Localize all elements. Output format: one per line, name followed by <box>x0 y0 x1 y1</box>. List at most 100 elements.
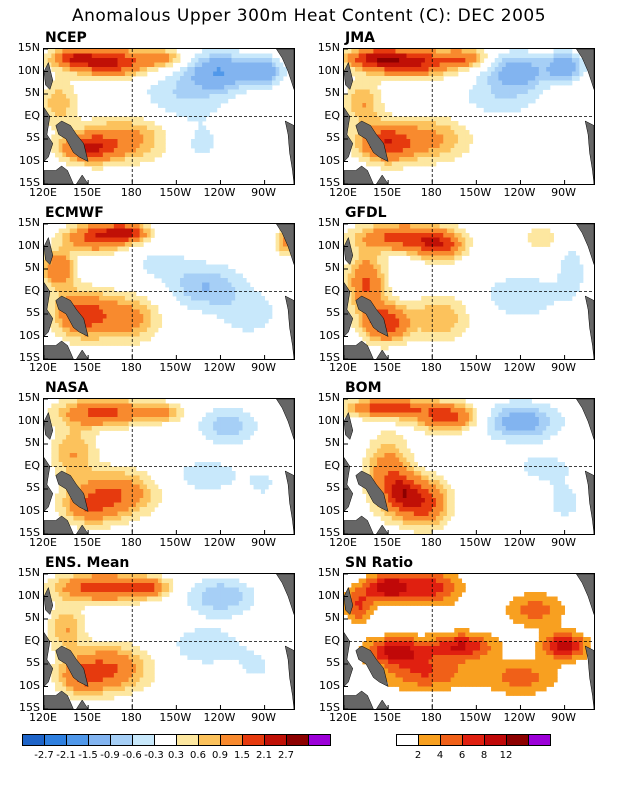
heatmap-cell <box>347 273 352 279</box>
heatmap-cell <box>369 80 374 86</box>
heatmap-cell <box>161 417 166 422</box>
heatmap-cell <box>150 507 155 512</box>
heatmap-cell <box>424 417 429 422</box>
heatmap-cell <box>421 148 426 153</box>
heatmap-cell <box>546 53 551 59</box>
heatmap-cell <box>62 103 67 108</box>
heatmap-cell <box>169 80 174 86</box>
heatmap-cell <box>369 255 374 261</box>
heatmap-cell <box>99 116 104 122</box>
heatmap-cell <box>91 318 96 324</box>
heatmap-cell <box>213 76 218 81</box>
heatmap-cell <box>113 228 118 234</box>
heatmap-cell <box>62 116 67 122</box>
heatmap-cell <box>161 269 166 274</box>
heatmap-cell <box>102 130 107 135</box>
heatmap-cell <box>413 399 418 404</box>
heatmap-cell <box>95 134 100 140</box>
heatmap-cell <box>476 94 481 99</box>
heatmap-cell <box>344 98 349 104</box>
heatmap-cell <box>509 80 514 86</box>
heatmap-cell <box>443 314 448 319</box>
heatmap-cell <box>58 71 63 77</box>
heatmap-cell <box>99 327 104 333</box>
heatmap-cell <box>66 98 71 104</box>
heatmap-cell <box>450 130 455 135</box>
heatmap-cell <box>113 161 118 167</box>
heatmap-cell <box>102 67 107 72</box>
heatmap-cell <box>51 300 56 306</box>
heatmap-cell <box>113 237 118 243</box>
heatmap-cell <box>402 412 407 418</box>
heatmap-cell <box>91 121 96 126</box>
heatmap-cell <box>238 53 243 59</box>
heatmap-cell <box>388 233 393 238</box>
heatmap-cell <box>84 435 89 440</box>
heatmap-cell <box>198 139 203 144</box>
heatmap-cell <box>516 53 521 59</box>
heatmap-cell <box>373 246 378 252</box>
heatmap-cell <box>220 296 225 301</box>
heatmap-cell <box>410 67 415 72</box>
heatmap-cell <box>132 157 137 162</box>
heatmap-cell <box>110 498 115 503</box>
panel-3 <box>343 223 595 360</box>
heatmap-cell <box>579 269 584 274</box>
heatmap-cell <box>47 412 52 418</box>
heatmap-cell <box>202 80 207 86</box>
heatmap-cell <box>279 71 284 77</box>
heatmap-cell <box>242 80 247 86</box>
heatmap-cell <box>369 107 374 113</box>
heatmap-cell <box>191 480 196 485</box>
heatmap-cell <box>538 305 543 310</box>
heatmap-cell <box>132 237 137 243</box>
heatmap-cell <box>165 403 170 409</box>
heatmap-cell <box>421 255 426 261</box>
heatmap-cell <box>135 71 140 77</box>
heatmap-cell <box>351 251 356 256</box>
heatmap-cell <box>231 67 236 72</box>
heatmap-cell <box>391 318 396 324</box>
heatmap-cell <box>520 80 525 86</box>
heatmap-cell <box>73 507 78 512</box>
heatmap-cell <box>395 121 400 126</box>
heatmap-cell <box>84 71 89 77</box>
heatmap-cell <box>191 282 196 288</box>
heatmap-cell <box>194 466 199 472</box>
heatmap-cell <box>373 296 378 301</box>
heatmap-cell <box>47 107 52 113</box>
heatmap-cell <box>355 121 360 126</box>
heatmap-cell <box>55 296 60 301</box>
heatmap-cell <box>88 143 93 149</box>
heatmap-cell <box>106 516 111 521</box>
heatmap-cell <box>95 453 100 458</box>
heatmap-cell <box>498 287 503 292</box>
heatmap-cell <box>132 309 137 315</box>
heatmap-cell <box>560 273 565 279</box>
heatmap-cell <box>113 62 118 68</box>
heatmap-cell <box>494 67 499 72</box>
heatmap-cell <box>391 309 396 315</box>
heatmap-cell <box>198 421 203 427</box>
heatmap-cell <box>395 305 400 310</box>
heatmap-cell <box>246 58 251 63</box>
heatmap-cell <box>194 475 199 481</box>
heatmap-cell <box>110 139 115 144</box>
heatmap-cell <box>143 502 148 508</box>
heatmap-cell <box>553 76 558 81</box>
heatmap-cell <box>154 318 159 324</box>
heatmap-cell <box>77 475 82 481</box>
heatmap-cell <box>157 49 163 54</box>
heatmap-cell <box>132 71 137 77</box>
heatmap-cell <box>157 403 163 409</box>
heatmap-cell <box>55 305 60 310</box>
heatmap-cell <box>58 332 63 337</box>
heatmap-cell <box>457 318 463 324</box>
heatmap-cell <box>157 143 163 149</box>
heatmap-cell <box>213 439 218 445</box>
heatmap-cell <box>369 116 374 122</box>
land-mass <box>44 515 74 534</box>
heatmap-cell <box>80 489 85 494</box>
heatmap-cell <box>51 251 56 256</box>
heatmap-cell <box>113 148 118 153</box>
